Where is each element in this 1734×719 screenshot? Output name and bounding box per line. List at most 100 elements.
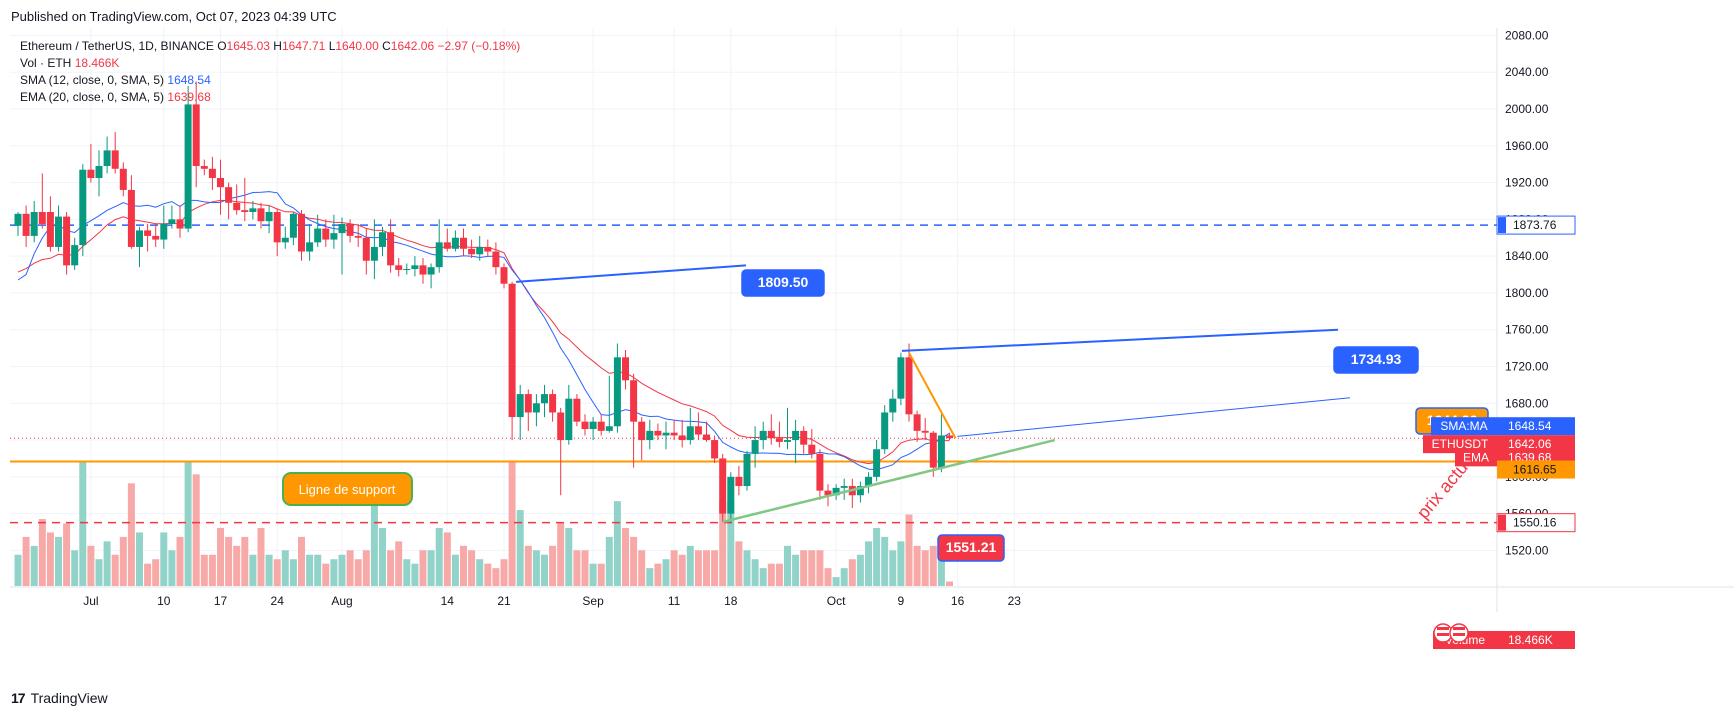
candle-body[interactable] [792,430,800,441]
candle-body[interactable] [63,216,71,266]
axis-tag-red-outline[interactable] [1496,513,1576,533]
candle-body[interactable] [946,435,953,439]
candle-body[interactable] [22,213,30,236]
candle-body[interactable] [55,216,62,247]
candle-body[interactable] [346,223,354,236]
candle-body[interactable] [484,246,492,252]
candle-body[interactable] [589,421,597,430]
candle-body[interactable] [451,237,459,249]
candle-body[interactable] [168,219,176,224]
candle-body[interactable] [119,168,127,190]
candle-body[interactable] [265,211,273,222]
candle-body[interactable] [192,104,200,167]
legend-symbol[interactable]: Ethereum / TetherUS, 1D, BINANCE [20,39,214,53]
candle-body[interactable] [873,449,881,477]
candle-body[interactable] [330,233,338,240]
axis-tag-name-box[interactable] [1455,448,1497,467]
candle-body[interactable] [419,265,427,275]
candle-body[interactable] [784,440,791,442]
candle-body[interactable] [403,269,411,271]
candle-body[interactable] [233,202,241,211]
legend-ema-label[interactable]: EMA (20, close, 0, SMA, 5) [20,90,165,104]
candle-body[interactable] [87,169,95,178]
candle-body[interactable] [759,430,767,441]
axis-tag-name-box[interactable] [1431,417,1497,436]
candle-body[interactable] [492,251,500,268]
candle-body[interactable] [816,453,824,491]
candle-body[interactable] [103,150,111,167]
candle-body[interactable] [200,166,208,169]
candle-body[interactable] [460,237,467,249]
candle-body[interactable] [395,265,403,270]
candle-body[interactable] [387,232,395,266]
candle-body[interactable] [208,168,216,178]
candle-body[interactable] [662,432,670,436]
legend-volume-label[interactable]: Vol · ETH [20,56,72,70]
candle-body[interactable] [71,245,79,266]
candle-body[interactable] [541,394,548,404]
candle-body[interactable] [306,242,314,252]
candle-body[interactable] [565,398,573,441]
candle-body[interactable] [516,394,524,418]
candle-body[interactable] [298,213,305,252]
callout-1551-box[interactable] [937,534,1005,562]
candle-body[interactable] [152,235,160,240]
candle-body[interactable] [897,357,905,399]
candle-body[interactable] [176,219,184,229]
candle-body[interactable] [257,208,265,222]
candle-body[interactable] [638,421,646,441]
candle-body[interactable] [581,421,589,430]
candle-body[interactable] [881,412,889,450]
candle-body[interactable] [929,432,937,468]
candle-body[interactable] [524,394,532,413]
candle-body[interactable] [743,453,751,487]
candle-body[interactable] [557,412,565,441]
candle-body[interactable] [273,211,281,243]
candle-body[interactable] [727,476,735,514]
candle-body[interactable] [630,380,638,422]
candle-body[interactable] [670,432,678,436]
candle-body[interactable] [379,232,386,247]
candle-body[interactable] [289,213,297,238]
candle-body[interactable] [500,267,508,284]
candle-body[interactable] [678,435,686,441]
candle-body[interactable] [751,440,759,454]
candle-body[interactable] [362,237,370,261]
candle-body[interactable] [476,246,484,255]
candle-body[interactable] [889,398,897,413]
candle-body[interactable] [856,486,864,496]
candle-body[interactable] [225,187,233,203]
candle-body[interactable] [622,357,629,381]
legend-sma-label[interactable]: SMA (12, close, 0, SMA, 5) [20,73,165,87]
axis-tag-blue-outline[interactable] [1496,215,1576,235]
orange-arrow-line[interactable] [908,352,957,439]
candle-body[interactable] [184,104,192,229]
candle-body[interactable] [905,357,913,415]
candle-body[interactable] [79,169,87,246]
candle-body[interactable] [937,435,945,468]
candle-body[interactable] [654,430,662,436]
candle-body[interactable] [144,230,152,236]
candle-body[interactable] [719,458,727,514]
candle-body[interactable] [605,426,613,431]
candle-body[interactable] [95,166,103,178]
candle-body[interactable] [865,476,872,487]
candle-body[interactable] [573,398,581,422]
candle-body[interactable] [532,403,540,413]
candle-body[interactable] [38,211,46,224]
candle-body[interactable] [508,283,516,418]
candle-body[interactable] [824,490,832,496]
candle-body[interactable] [160,223,168,240]
candle-body[interactable] [411,265,419,270]
candle-body[interactable] [468,248,476,255]
candle-body[interactable] [775,438,783,442]
trend-line[interactable] [722,438,1056,524]
candle-body[interactable] [30,211,38,236]
candle-body[interactable] [322,228,330,240]
candle-body[interactable] [443,242,451,249]
candle-body[interactable] [913,414,921,431]
candle-body[interactable] [281,237,289,243]
candle-body[interactable] [800,430,808,445]
callout-1809-box[interactable] [741,269,825,297]
